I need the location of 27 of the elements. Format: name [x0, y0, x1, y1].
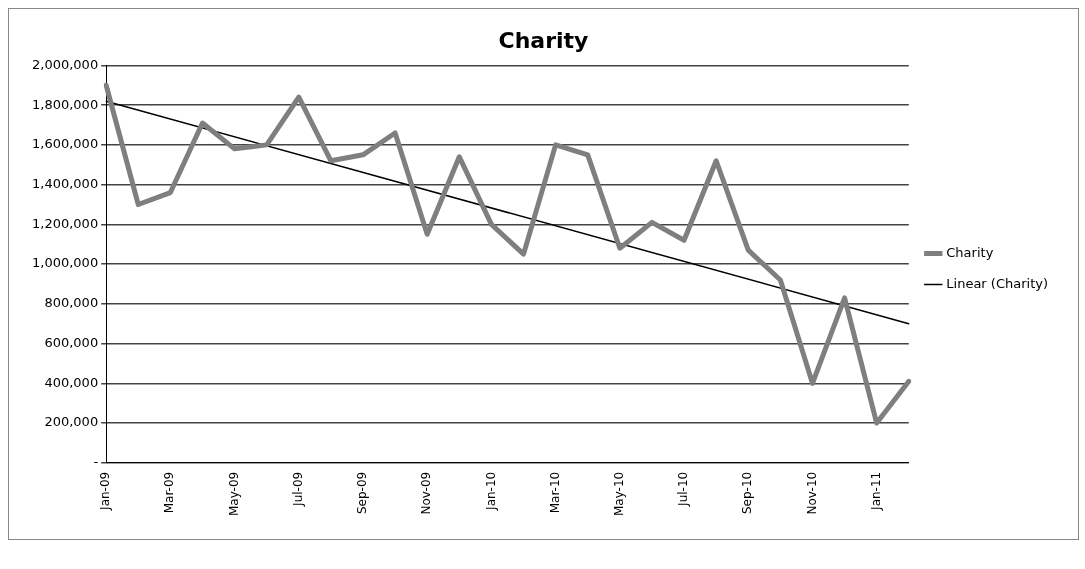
- y-tick-label: 600,000: [44, 334, 99, 350]
- y-tick-label: -: [93, 454, 99, 470]
- x-tick-label: Mar-09: [162, 471, 177, 514]
- y-tick-label: 1,400,000: [31, 176, 99, 191]
- x-tick-label: Jan-09: [98, 471, 113, 511]
- y-tick-label: 1,600,000: [31, 136, 99, 152]
- x-tick-label: Sep-09: [355, 471, 370, 515]
- x-tick-label: Mar-10: [547, 471, 562, 514]
- chart-title: Charity: [498, 27, 589, 53]
- legend-label: Charity: [946, 244, 994, 260]
- y-tick-label: 2,000,000: [31, 56, 99, 72]
- x-tick-label: Jan-10: [483, 471, 498, 511]
- x-tick-label: Nov-09: [419, 471, 434, 515]
- x-tick-label: Jul-10: [676, 471, 691, 507]
- x-tick-label: Nov-10: [804, 471, 819, 515]
- x-tick-label: Jan-11: [868, 471, 883, 511]
- x-tick-label: Sep-10: [740, 471, 755, 515]
- y-tick-label: 800,000: [44, 295, 99, 311]
- x-tick-label: May-09: [226, 471, 241, 517]
- legend-label: Linear (Charity): [946, 275, 1049, 291]
- y-tick-label: 1,000,000: [31, 255, 99, 271]
- y-tick-label: 1,200,000: [31, 215, 99, 231]
- y-tick-label: 200,000: [44, 414, 99, 430]
- y-tick-label: 400,000: [44, 374, 99, 390]
- x-tick-label: Jul-09: [290, 471, 305, 507]
- y-tick-label: 1,800,000: [31, 96, 99, 112]
- x-tick-label: May-10: [611, 471, 626, 517]
